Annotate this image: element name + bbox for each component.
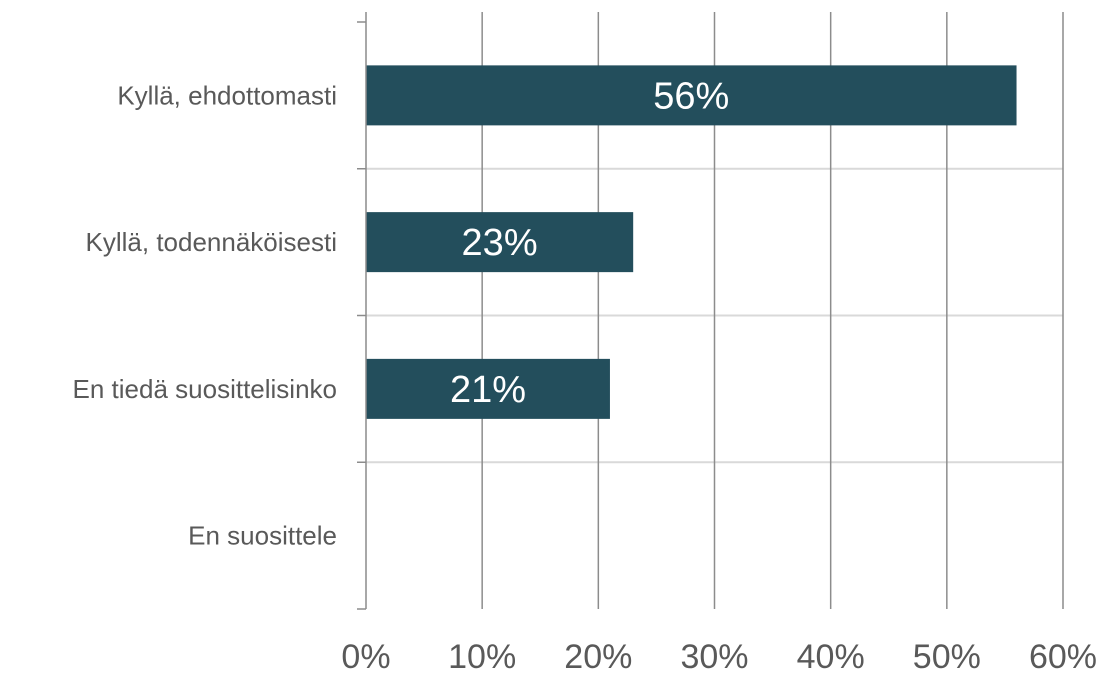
data-label: 23% (462, 222, 538, 264)
data-label: 56% (653, 75, 729, 117)
x-tick-label: 10% (448, 638, 516, 671)
bar (366, 212, 634, 273)
x-tick-label: 20% (564, 638, 632, 671)
category-label: En suosittele (188, 521, 337, 551)
bar-layer (366, 65, 1017, 419)
category-label: En tiedä suosittelisinko (73, 374, 337, 404)
x-tick-label: 40% (797, 638, 865, 671)
x-tick-label: 30% (680, 638, 748, 671)
category-label: Kyllä, ehdottomasti (117, 80, 337, 110)
data-label: 21% (450, 369, 526, 411)
x-tick-label: 50% (913, 638, 981, 671)
bar (366, 358, 610, 419)
bar (366, 65, 1017, 126)
x-tick-label: 0% (341, 638, 390, 671)
x-tick-label: 60% (1029, 638, 1097, 671)
label-layer: 56% Kyllä, ehdottomasti 23% Kyllä, todennäk… (73, 75, 1098, 676)
category-label: Kyllä, todennäköisesti (86, 227, 337, 257)
axis-layer (357, 12, 367, 610)
